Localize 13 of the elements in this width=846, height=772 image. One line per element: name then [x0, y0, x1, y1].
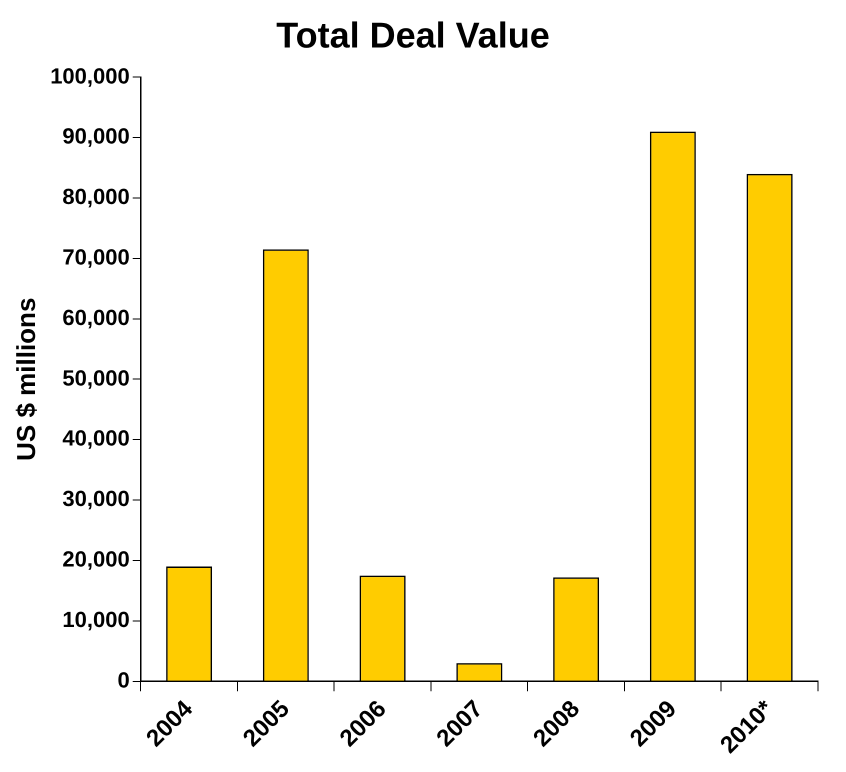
- y-tick-label: 100,000: [50, 63, 130, 88]
- y-tick-label: 10,000: [62, 606, 130, 632]
- y-tick-label: 0: [117, 667, 130, 692]
- y-axis-title: US $ millions: [10, 298, 41, 461]
- y-tick-label: 80,000: [62, 184, 130, 210]
- y-tick-label: 90,000: [62, 124, 130, 149]
- y-tick-label: 20,000: [62, 546, 130, 572]
- y-tick-label: 60,000: [62, 304, 130, 330]
- y-tick-label: 70,000: [62, 244, 130, 270]
- y-tick-label: 40,000: [62, 426, 130, 451]
- chart-title: Total Deal Value: [276, 14, 550, 56]
- y-tick-label: 30,000: [62, 486, 130, 512]
- y-tick-label: 50,000: [62, 365, 130, 390]
